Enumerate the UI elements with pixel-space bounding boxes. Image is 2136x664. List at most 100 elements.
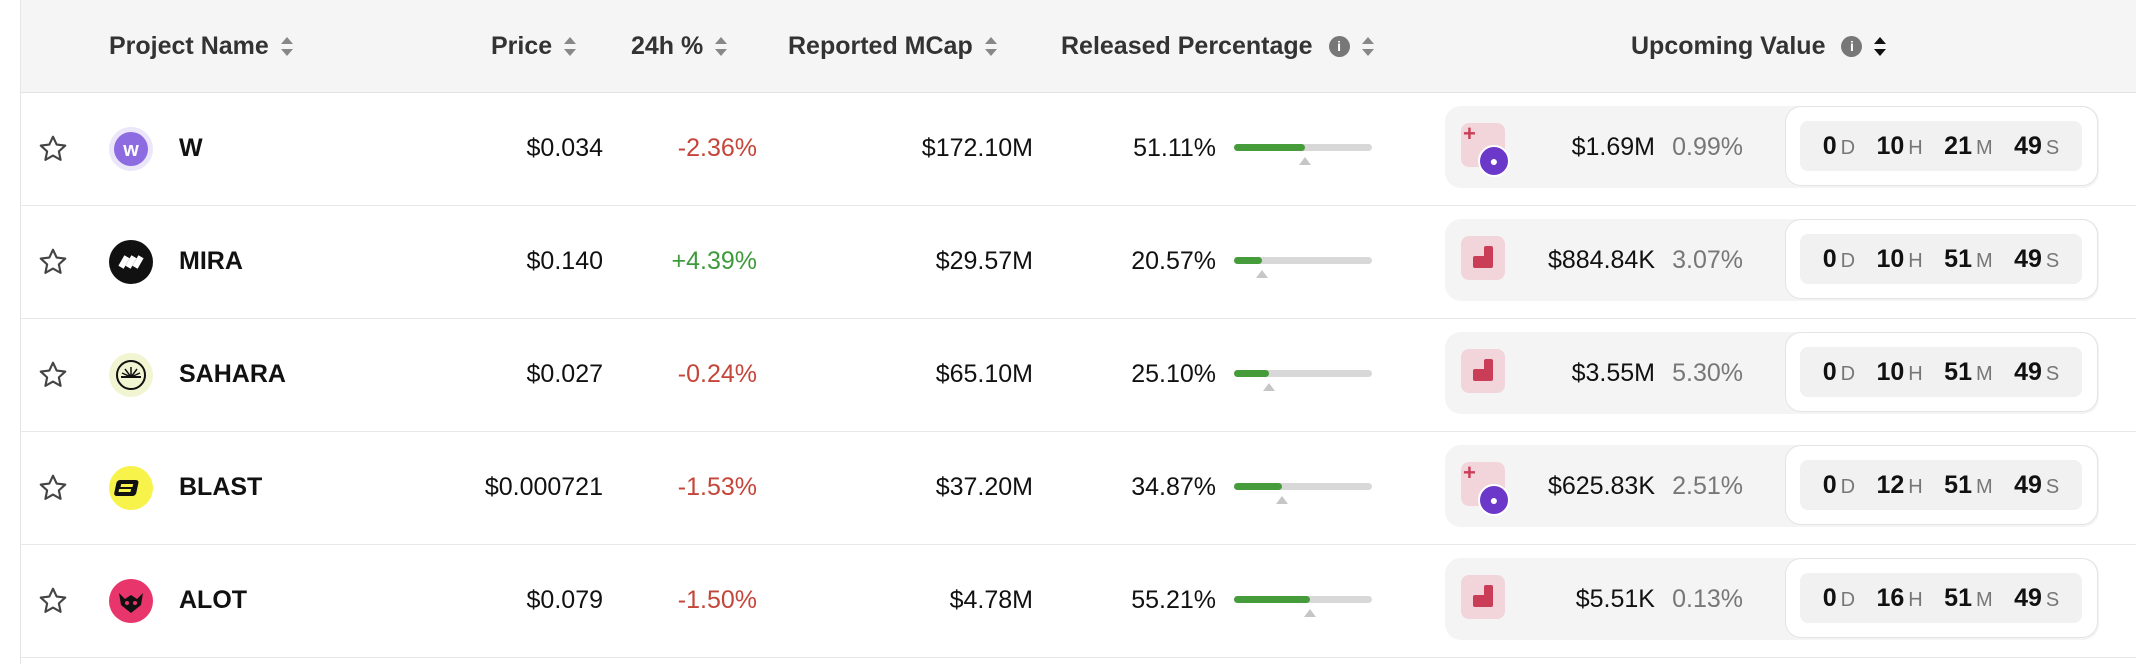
col-project-name[interactable]: Project Name	[109, 0, 293, 92]
col-reported-mcap[interactable]: Reported MCap	[788, 0, 997, 92]
project-name[interactable]: W	[179, 134, 203, 162]
released-progress-bar	[1234, 370, 1372, 391]
price: $0.027	[526, 360, 603, 388]
progress-marker-icon	[1276, 496, 1289, 504]
plus-icon: +	[1463, 460, 1476, 485]
sort-icon[interactable]	[984, 36, 997, 56]
change-24h: -0.24%	[677, 360, 757, 388]
chart-block-icon	[1484, 359, 1493, 373]
unlock-type-icon: + ●	[1461, 121, 1510, 177]
col-price-label: Price	[491, 31, 553, 60]
price: $0.079	[526, 586, 603, 614]
sort-icon[interactable]	[1361, 36, 1374, 56]
change-24h: -2.36%	[677, 134, 757, 162]
project-logo	[109, 466, 153, 510]
table-row[interactable]: w W $0.034 -2.36% $172.10M 51.11% + ● $1.…	[21, 92, 2136, 206]
price: $0.140	[526, 247, 603, 275]
col-released-label: Released Percentage	[1061, 31, 1313, 60]
countdown-minutes: 51 M	[1944, 583, 1993, 612]
countdown-seconds: 49 S	[2014, 470, 2060, 499]
countdown-seconds: 49 S	[2014, 583, 2060, 612]
person-icon: ●	[1478, 145, 1510, 177]
countdown-minutes: 51 M	[1944, 244, 1993, 273]
upcoming-percentage: 0.13%	[1672, 584, 1743, 613]
star-icon[interactable]	[37, 205, 69, 318]
countdown-seconds: 49 S	[2014, 244, 2060, 273]
project-name[interactable]: SAHARA	[179, 360, 286, 388]
project-logo	[109, 579, 153, 623]
project-name[interactable]: MIRA	[179, 247, 243, 275]
unlock-type-icon	[1461, 236, 1505, 280]
table-row[interactable]: ALOT $0.079 -1.50% $4.78M 55.21% $5.51K …	[21, 544, 2136, 658]
released-percentage: 55.21%	[1131, 586, 1216, 614]
released-progress-fill	[1234, 596, 1311, 603]
change-24h: -1.53%	[677, 473, 757, 501]
sort-active-icon[interactable]	[1874, 36, 1887, 56]
person-icon: ●	[1478, 484, 1510, 516]
col-project-label: Project Name	[109, 31, 269, 60]
star-icon[interactable]	[37, 431, 69, 544]
col-24h[interactable]: 24h %	[631, 0, 728, 92]
col-upcoming-label: Upcoming Value	[1631, 31, 1826, 60]
info-icon[interactable]: i	[1328, 35, 1350, 57]
released-percentage: 20.57%	[1131, 247, 1216, 275]
countdown-hours: 10 H	[1876, 357, 1923, 386]
progress-marker-icon	[1256, 270, 1269, 278]
star-icon[interactable]	[37, 92, 69, 205]
released-progress-fill	[1234, 483, 1283, 490]
star-icon[interactable]	[37, 544, 69, 657]
countdown-hours: 12 H	[1876, 470, 1923, 499]
table-row[interactable]: BLAST $0.000721 -1.53% $37.20M 34.87% + ●…	[21, 431, 2136, 545]
sort-icon[interactable]	[564, 36, 577, 56]
upcoming-value: $1.69M	[1571, 132, 1655, 161]
change-24h: -1.50%	[677, 586, 757, 614]
reported-mcap: $172.10M	[921, 134, 1033, 162]
released-percentage: 34.87%	[1131, 473, 1216, 501]
reported-mcap: $4.78M	[949, 586, 1033, 614]
sort-icon[interactable]	[715, 36, 728, 56]
countdown-hours: 16 H	[1876, 583, 1923, 612]
countdown-seconds: 49 S	[2014, 357, 2060, 386]
project-name[interactable]: BLAST	[179, 473, 263, 501]
upcoming-percentage: 2.51%	[1672, 471, 1743, 500]
col-upcoming-value[interactable]: Upcoming Value i	[1631, 0, 1887, 92]
col-released-percentage[interactable]: Released Percentage i	[1061, 0, 1374, 92]
table-row[interactable]: SAHARA $0.027 -0.24% $65.10M 25.10% $3.5…	[21, 318, 2136, 432]
project-name[interactable]: ALOT	[179, 586, 248, 614]
countdown-minutes: 51 M	[1944, 357, 1993, 386]
reported-mcap: $29.57M	[935, 247, 1033, 275]
star-icon[interactable]	[37, 318, 69, 431]
project-logo	[109, 240, 153, 284]
progress-marker-icon	[1298, 157, 1311, 165]
released-progress-fill	[1234, 257, 1263, 264]
table-row[interactable]: MIRA $0.140 +4.39% $29.57M 20.57% $884.8…	[21, 205, 2136, 319]
upcoming-percentage: 5.30%	[1672, 358, 1743, 387]
sort-icon[interactable]	[280, 36, 293, 56]
countdown-hours: 10 H	[1876, 131, 1923, 160]
countdown-hours: 10 H	[1876, 244, 1923, 273]
col-24h-label: 24h %	[631, 31, 704, 60]
released-progress-bar	[1234, 596, 1372, 617]
released-progress-bar	[1234, 144, 1372, 165]
info-icon[interactable]: i	[1841, 35, 1863, 57]
col-price[interactable]: Price	[491, 0, 577, 92]
change-24h: +4.39%	[671, 247, 758, 275]
plus-icon: +	[1463, 121, 1476, 146]
released-progress-fill	[1234, 144, 1305, 151]
svg-text:w: w	[122, 139, 139, 161]
unlock-type-icon	[1461, 575, 1505, 619]
